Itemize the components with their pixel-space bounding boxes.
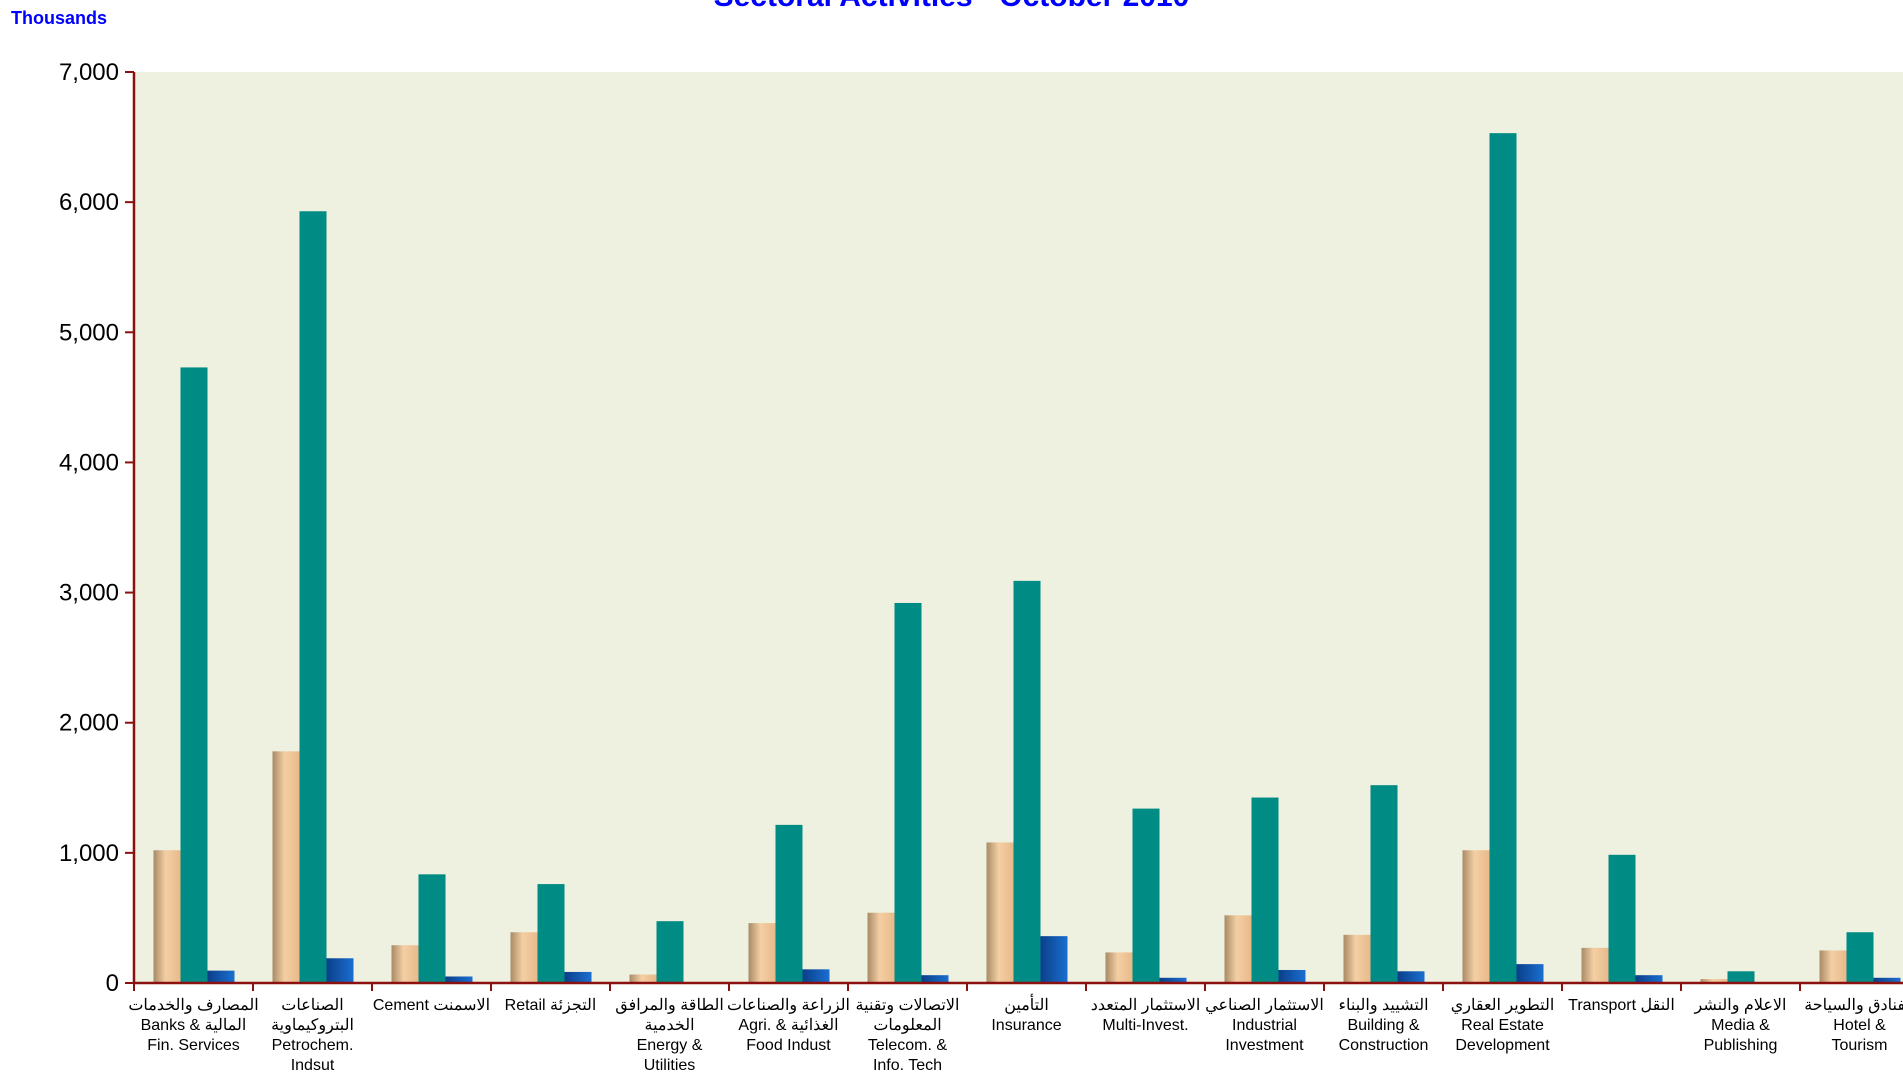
bar-series1-cat6 bbox=[748, 923, 776, 983]
category-label: الطاقة والمرافق bbox=[615, 997, 724, 1014]
y-tick-label: 1,000 bbox=[59, 840, 119, 867]
bar-series2-cat5 bbox=[656, 921, 684, 983]
bar-series2-cat13 bbox=[1608, 854, 1636, 983]
bar-series3-cat15 bbox=[1873, 977, 1901, 983]
category-label: Publishing bbox=[1704, 1037, 1778, 1054]
bar-series2-cat11 bbox=[1370, 785, 1398, 983]
bar-series2-cat10 bbox=[1251, 797, 1279, 983]
bar-series1-cat13 bbox=[1581, 947, 1609, 983]
category-label: Hotel & bbox=[1833, 1017, 1886, 1034]
y-tick-label: 5,000 bbox=[59, 319, 119, 346]
category-label: Indsut bbox=[291, 1057, 335, 1073]
bar-series1-cat11 bbox=[1343, 934, 1371, 983]
category-label: Real Estate bbox=[1461, 1017, 1544, 1034]
category-label: Energy & bbox=[637, 1037, 703, 1054]
category-label: Insurance bbox=[991, 1017, 1061, 1034]
category-label: Petrochem. bbox=[272, 1037, 354, 1054]
category-label: التشييد والبناء bbox=[1338, 997, 1428, 1014]
category-label: Agri. & الغذائية bbox=[738, 1017, 838, 1034]
bar-series3-cat6 bbox=[802, 969, 830, 983]
category-label: Tourism bbox=[1831, 1037, 1887, 1054]
bar-series2-cat12 bbox=[1489, 133, 1517, 984]
category-label: Retail التجزئة bbox=[505, 997, 597, 1014]
bar-series2-cat14 bbox=[1727, 971, 1755, 983]
bar-series3-cat11 bbox=[1397, 971, 1425, 983]
category-label: Cement الاسمنت bbox=[373, 997, 490, 1014]
category-label: Investment bbox=[1225, 1037, 1304, 1054]
bar-series3-cat8 bbox=[1040, 936, 1068, 983]
bar-series3-cat2 bbox=[326, 958, 354, 983]
unit-label: Thousands bbox=[11, 8, 108, 28]
bar-series1-cat3 bbox=[391, 945, 419, 983]
bar-series2-cat4 bbox=[537, 884, 565, 983]
category-label: Utilities bbox=[644, 1057, 696, 1073]
bar-series2-cat3 bbox=[418, 874, 446, 983]
bar-series2-cat15 bbox=[1846, 932, 1874, 983]
bar-series3-cat3 bbox=[445, 976, 473, 983]
bar-series3-cat12 bbox=[1516, 964, 1544, 983]
category-label: Transport النقل bbox=[1568, 997, 1675, 1014]
category-label: الفنادق والسياحة bbox=[1804, 997, 1903, 1014]
chart-title: Sectoral Activities - October 2010 bbox=[0, 0, 1903, 14]
category-label: Building & bbox=[1347, 1017, 1419, 1034]
category-label: الاعلام والنشر bbox=[1694, 997, 1787, 1014]
category-label: Info. Tech bbox=[873, 1057, 942, 1073]
category-label: Media & bbox=[1711, 1017, 1770, 1034]
bar-series1-cat2 bbox=[272, 751, 300, 983]
bar-series1-cat12 bbox=[1462, 850, 1490, 983]
category-label: Multi-Invest. bbox=[1102, 1017, 1188, 1034]
bar-series2-cat6 bbox=[775, 824, 803, 983]
category-label: Banks & المالية bbox=[141, 1017, 247, 1034]
category-label: الخدمية bbox=[644, 1017, 694, 1034]
bar-series3-cat4 bbox=[564, 971, 592, 983]
bar-series1-cat1 bbox=[153, 850, 181, 983]
y-tick-label: 0 bbox=[106, 970, 119, 997]
bar-series2-cat8 bbox=[1013, 580, 1041, 983]
bar-series2-cat2 bbox=[299, 211, 327, 983]
category-label: Fin. Services bbox=[147, 1037, 239, 1054]
category-label: Industrial bbox=[1232, 1017, 1297, 1034]
bar-series1-cat8 bbox=[986, 842, 1014, 983]
category-label: الاستثمار المتعدد bbox=[1091, 997, 1201, 1014]
bar-series2-cat7 bbox=[894, 602, 922, 983]
bar-series3-cat1 bbox=[207, 970, 235, 983]
bar-series1-cat7 bbox=[867, 912, 895, 983]
bar-series2-cat1 bbox=[180, 367, 208, 983]
category-label: الصناعات bbox=[281, 997, 343, 1014]
category-label: المعلومات bbox=[873, 1017, 941, 1034]
bar-series3-cat13 bbox=[1635, 975, 1663, 983]
category-label: التأمين bbox=[1004, 993, 1049, 1014]
category-label: الاستثمار الصناعي bbox=[1205, 997, 1324, 1014]
bar-series1-cat5 bbox=[629, 974, 657, 983]
y-tick-label: 7,000 bbox=[59, 59, 119, 86]
bar-series2-cat9 bbox=[1132, 808, 1160, 983]
y-tick-label: 4,000 bbox=[59, 449, 119, 476]
category-label: المصارف والخدمات bbox=[128, 997, 258, 1014]
bar-series1-cat14 bbox=[1700, 979, 1728, 983]
category-label: البتروكيماوية bbox=[271, 1017, 354, 1034]
category-label: Development bbox=[1455, 1037, 1550, 1054]
y-tick-label: 6,000 bbox=[59, 189, 119, 216]
category-label: الزراعة والصناعات bbox=[727, 997, 850, 1014]
category-label: Construction bbox=[1339, 1037, 1429, 1054]
bar-series1-cat4 bbox=[510, 932, 538, 983]
category-label: التطوير العقاري bbox=[1451, 997, 1555, 1014]
y-tick-label: 2,000 bbox=[59, 710, 119, 737]
bar-series1-cat10 bbox=[1224, 915, 1252, 983]
y-tick-label: 3,000 bbox=[59, 580, 119, 607]
category-label: Food Indust bbox=[746, 1037, 831, 1054]
category-label: Telecom. & bbox=[868, 1037, 947, 1054]
bar-series3-cat9 bbox=[1159, 977, 1187, 983]
bar-series1-cat9 bbox=[1105, 952, 1133, 983]
bar-series1-cat15 bbox=[1819, 950, 1847, 983]
bar-series3-cat7 bbox=[921, 975, 949, 983]
bar-series3-cat10 bbox=[1278, 969, 1306, 983]
category-label: الاتصالات وتقنية bbox=[856, 997, 960, 1014]
